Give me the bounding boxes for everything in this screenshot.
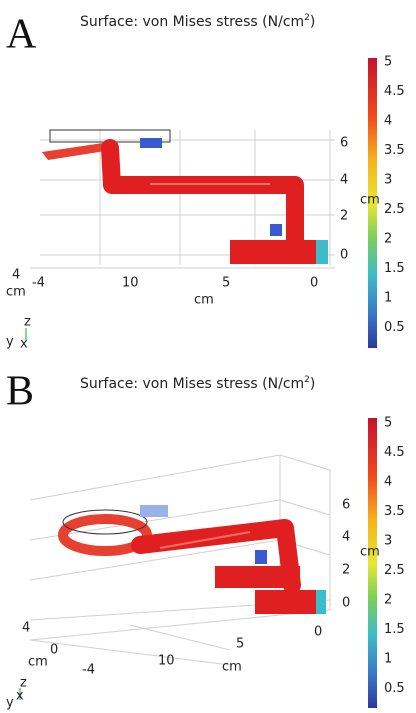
colorbar-tick-label: 1 bbox=[384, 291, 392, 306]
colorbar-tick-label: 1.5 bbox=[384, 261, 405, 276]
axis-unit: cm bbox=[6, 285, 26, 300]
tick-label: 5 bbox=[236, 637, 244, 652]
triad-label: y bbox=[6, 696, 14, 711]
block bbox=[270, 224, 282, 236]
axis-unit: cm bbox=[222, 660, 242, 675]
tick-label: 0 bbox=[310, 276, 318, 291]
base bbox=[230, 240, 328, 264]
colorbar-ticks: 5 4.5 4 3.5 3 2.5 2 1.5 1 0.5 bbox=[384, 55, 405, 336]
colorbar-tick-label: 3 bbox=[384, 173, 392, 188]
axis-unit: cm bbox=[360, 193, 380, 208]
colorbar-tick-label: 2.5 bbox=[384, 563, 405, 578]
axis-unit: cm bbox=[28, 655, 48, 670]
colorbar-tick-label: 3 bbox=[384, 534, 392, 549]
colorbar-ticks: 5 4.5 4 3.5 3 2.5 2 1.5 1 0.5 bbox=[384, 416, 405, 697]
block bbox=[140, 138, 162, 148]
tick-label: 0 bbox=[342, 596, 350, 611]
triad-label: x bbox=[20, 337, 28, 352]
tick-label: 0 bbox=[50, 643, 58, 658]
colorbar bbox=[368, 58, 377, 348]
triad-label: x bbox=[16, 689, 24, 704]
tick-label: 4 bbox=[342, 530, 350, 545]
base bbox=[215, 566, 300, 588]
tick-label: 4 bbox=[22, 621, 30, 636]
block bbox=[255, 550, 267, 564]
base-end bbox=[316, 590, 326, 614]
tick-label: 5 bbox=[222, 276, 230, 291]
colorbar-tick-label: 4 bbox=[384, 114, 392, 129]
tick-label: 0 bbox=[314, 625, 322, 640]
tick-label: 6 bbox=[342, 498, 350, 513]
axis-unit: cm bbox=[360, 545, 380, 560]
grid bbox=[30, 130, 335, 269]
tick-label: 4 bbox=[12, 268, 20, 283]
colorbar-tick-label: 0.5 bbox=[384, 681, 405, 696]
tick-label: -4 bbox=[32, 276, 45, 291]
triad-label: z bbox=[20, 676, 27, 691]
colorbar-tick-label: 1 bbox=[384, 652, 392, 667]
tick-label: 6 bbox=[340, 136, 348, 151]
panel-label: B bbox=[6, 369, 34, 415]
colorbar-tick-label: 3.5 bbox=[384, 143, 405, 158]
colorbar-tick-label: 5 bbox=[384, 55, 392, 70]
panel-title: Surface: von Mises stress (N/cm2) bbox=[80, 13, 315, 31]
colorbar-tick-label: 4.5 bbox=[384, 84, 405, 99]
panel-a: A Surface: von Mises stress (N/cm2) 6 4 … bbox=[6, 12, 405, 352]
panel-b: B Surface: von Mises stress (N/cm2) 6 4 … bbox=[6, 369, 405, 711]
tick-label: -4 bbox=[82, 663, 95, 678]
tick-label: 2 bbox=[340, 209, 348, 224]
tick-label: 10 bbox=[122, 276, 139, 291]
panel-label: A bbox=[6, 12, 37, 58]
tick-label: 2 bbox=[342, 563, 350, 578]
colorbar-tick-label: 4.5 bbox=[384, 445, 405, 460]
tick-label: 0 bbox=[340, 248, 348, 263]
axis-unit: cm bbox=[194, 293, 214, 308]
colorbar-tick-label: 4 bbox=[384, 475, 392, 490]
colorbar-tick-label: 3.5 bbox=[384, 504, 405, 519]
triad-label: z bbox=[24, 315, 31, 330]
colorbar-tick-label: 5 bbox=[384, 416, 392, 431]
colorbar bbox=[368, 418, 377, 708]
arm bbox=[42, 142, 112, 160]
triad-label: y bbox=[6, 335, 14, 350]
colorbar-tick-label: 2 bbox=[384, 232, 392, 247]
block bbox=[140, 505, 168, 517]
base-end bbox=[316, 240, 328, 264]
tick-label: 10 bbox=[158, 654, 175, 669]
colorbar-tick-label: 2 bbox=[384, 593, 392, 608]
colorbar-tick-label: 0.5 bbox=[384, 320, 405, 335]
tick-label: 4 bbox=[340, 173, 348, 188]
frame bbox=[62, 509, 148, 535]
colorbar-tick-label: 1.5 bbox=[384, 622, 405, 637]
panel-title: Surface: von Mises stress (N/cm2) bbox=[80, 375, 315, 393]
base bbox=[255, 590, 325, 614]
colorbar-tick-label: 2.5 bbox=[384, 202, 405, 217]
pipe bbox=[101, 139, 304, 259]
ring bbox=[58, 514, 152, 556]
